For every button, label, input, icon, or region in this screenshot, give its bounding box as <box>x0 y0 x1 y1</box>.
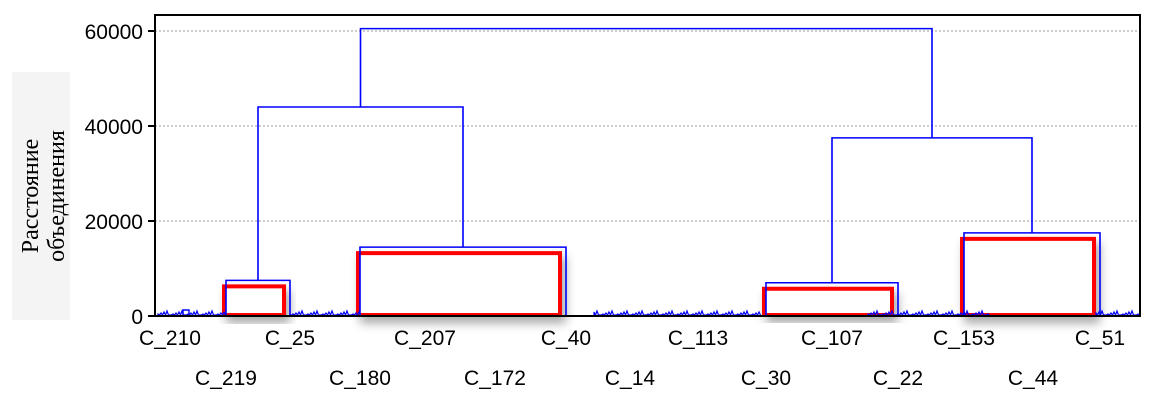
y-axis-title-background <box>12 72 70 320</box>
y-axis-title: Расстояние объединения <box>12 72 70 320</box>
x-tick-label: C_107 <box>801 327 863 350</box>
x-tick-label: C_30 <box>741 367 791 390</box>
y-tick-label: 40000 <box>85 116 143 139</box>
x-tick-label: C_219 <box>195 367 257 390</box>
y-axis-title-line-1: Расстояние <box>18 139 44 253</box>
x-tick-label: C_172 <box>464 367 526 390</box>
y-tick-label: 20000 <box>85 211 143 234</box>
y-tick-label: 0 <box>131 306 143 329</box>
x-tick-label: C_180 <box>329 367 391 390</box>
cluster-highlight-box <box>960 236 1096 317</box>
x-tick-label: C_40 <box>541 327 591 350</box>
x-tick-label: C_22 <box>873 367 923 390</box>
y-axis-title-line-2: объединения <box>44 130 70 262</box>
dendrogram-links <box>225 27 1101 316</box>
y-axis-ticks: 0 20000 40000 60000 <box>85 21 155 329</box>
cluster-highlight-box <box>762 286 894 317</box>
dendrogram-link <box>359 27 933 138</box>
x-tick-label: C_207 <box>394 327 456 350</box>
cluster-highlight-box <box>222 284 286 317</box>
grid-lines <box>155 30 1140 222</box>
x-tick-label: C_113 <box>668 327 728 350</box>
cluster-highlight-box <box>356 251 562 317</box>
x-tick-label: C_153 <box>933 327 995 350</box>
x-tick-label: C_14 <box>605 367 656 390</box>
plot-frame <box>154 14 1141 317</box>
x-tick-label: C_25 <box>265 327 315 350</box>
x-tick-label: C_51 <box>1075 327 1125 350</box>
leaf-noise-path <box>1095 309 1140 317</box>
y-tick-label: 60000 <box>85 21 143 44</box>
x-tick-label: C_44 <box>1008 367 1059 390</box>
leaf-small-spike <box>182 309 190 316</box>
x-tick-label: C_210 <box>139 327 201 350</box>
highlight-boxes <box>222 236 1096 317</box>
